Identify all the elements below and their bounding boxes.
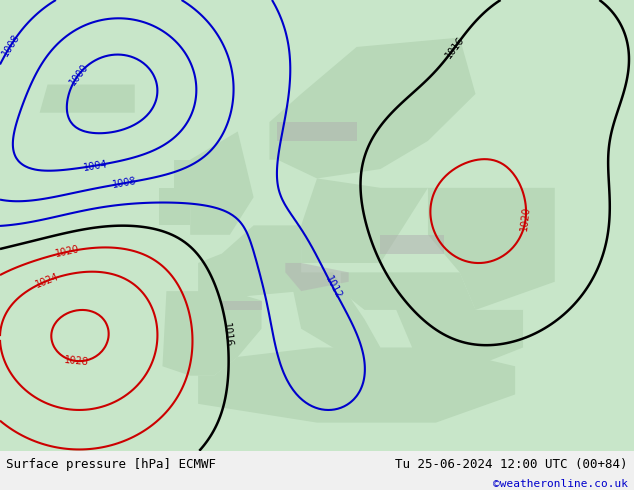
- Text: 1012: 1012: [323, 274, 344, 301]
- Text: 1028: 1028: [64, 355, 89, 367]
- Text: 1008: 1008: [112, 176, 137, 190]
- Polygon shape: [190, 131, 254, 235]
- Polygon shape: [301, 178, 428, 263]
- Text: Surface pressure [hPa] ECMWF: Surface pressure [hPa] ECMWF: [6, 458, 216, 471]
- Text: 1016: 1016: [443, 35, 466, 60]
- Polygon shape: [162, 291, 261, 376]
- Polygon shape: [158, 188, 190, 225]
- Text: ©weatheronline.co.uk: ©weatheronline.co.uk: [493, 479, 628, 489]
- Text: 1016: 1016: [221, 322, 233, 348]
- Polygon shape: [222, 300, 261, 310]
- Polygon shape: [293, 272, 380, 357]
- Polygon shape: [444, 310, 523, 367]
- Polygon shape: [198, 347, 515, 423]
- Polygon shape: [428, 188, 555, 310]
- Polygon shape: [269, 38, 476, 178]
- Polygon shape: [285, 263, 349, 291]
- Polygon shape: [174, 160, 214, 207]
- Polygon shape: [198, 225, 301, 300]
- Polygon shape: [380, 235, 444, 254]
- Polygon shape: [341, 272, 476, 357]
- Polygon shape: [278, 122, 356, 141]
- Text: 1008: 1008: [0, 32, 22, 58]
- Text: 1000: 1000: [67, 62, 90, 88]
- Text: 1020: 1020: [54, 245, 80, 259]
- Text: 1020: 1020: [519, 205, 532, 231]
- Text: 1024: 1024: [34, 271, 60, 290]
- Polygon shape: [39, 85, 134, 113]
- Text: 1004: 1004: [82, 159, 108, 172]
- Text: Tu 25-06-2024 12:00 UTC (00+84): Tu 25-06-2024 12:00 UTC (00+84): [395, 458, 628, 471]
